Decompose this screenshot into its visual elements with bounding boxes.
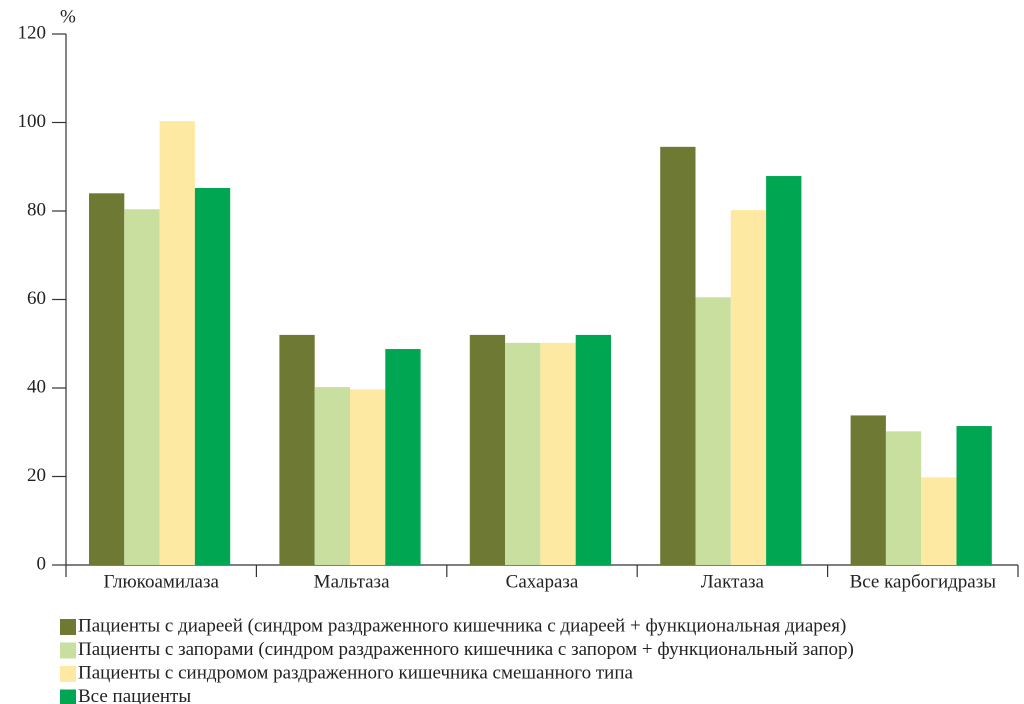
bar xyxy=(505,342,541,565)
bar xyxy=(159,121,195,566)
y-tick-label: 60 xyxy=(27,288,46,309)
bar xyxy=(89,193,125,566)
bar xyxy=(921,477,957,565)
bar xyxy=(850,415,886,565)
y-tick-label: 80 xyxy=(27,199,46,220)
y-axis-label: % xyxy=(60,6,76,27)
bar xyxy=(540,342,576,565)
y-tick-label: 20 xyxy=(27,465,46,486)
x-tick-label: Лактаза xyxy=(701,571,765,592)
bar xyxy=(385,349,421,565)
legend-swatch xyxy=(60,689,76,704)
y-tick-label: 0 xyxy=(37,553,47,574)
bar xyxy=(350,389,386,565)
bar xyxy=(194,187,231,566)
legend-swatch xyxy=(60,666,76,682)
x-tick-label: Сахараза xyxy=(506,571,579,592)
legend-swatch xyxy=(60,642,76,659)
legend-label: Пациенты с синдромом раздраженного кишеч… xyxy=(78,662,634,683)
bar xyxy=(695,297,731,565)
bar xyxy=(124,209,160,566)
y-tick-label: 40 xyxy=(27,376,46,397)
bar xyxy=(730,210,767,566)
x-tick-label: Глюкоамилаза xyxy=(103,571,219,592)
bar xyxy=(660,146,696,565)
bar xyxy=(885,431,922,565)
legend-label: Пациенты с диареей (синдром раздраженног… xyxy=(78,615,846,636)
bar xyxy=(956,426,992,565)
y-tick-label: 100 xyxy=(18,111,47,132)
x-tick-label: Мальтаза xyxy=(314,571,390,592)
bar xyxy=(314,387,350,565)
legend-label: Пациенты с запорами (синдром раздраженно… xyxy=(78,639,854,660)
legend-label: Все пациенты xyxy=(78,686,191,704)
bar xyxy=(279,334,315,565)
x-tick-label: Все карбогидразы xyxy=(850,571,997,592)
y-tick-label: 120 xyxy=(18,22,47,43)
bar xyxy=(766,176,802,566)
bar xyxy=(575,334,611,565)
bar xyxy=(469,334,506,565)
legend-swatch xyxy=(60,619,76,635)
